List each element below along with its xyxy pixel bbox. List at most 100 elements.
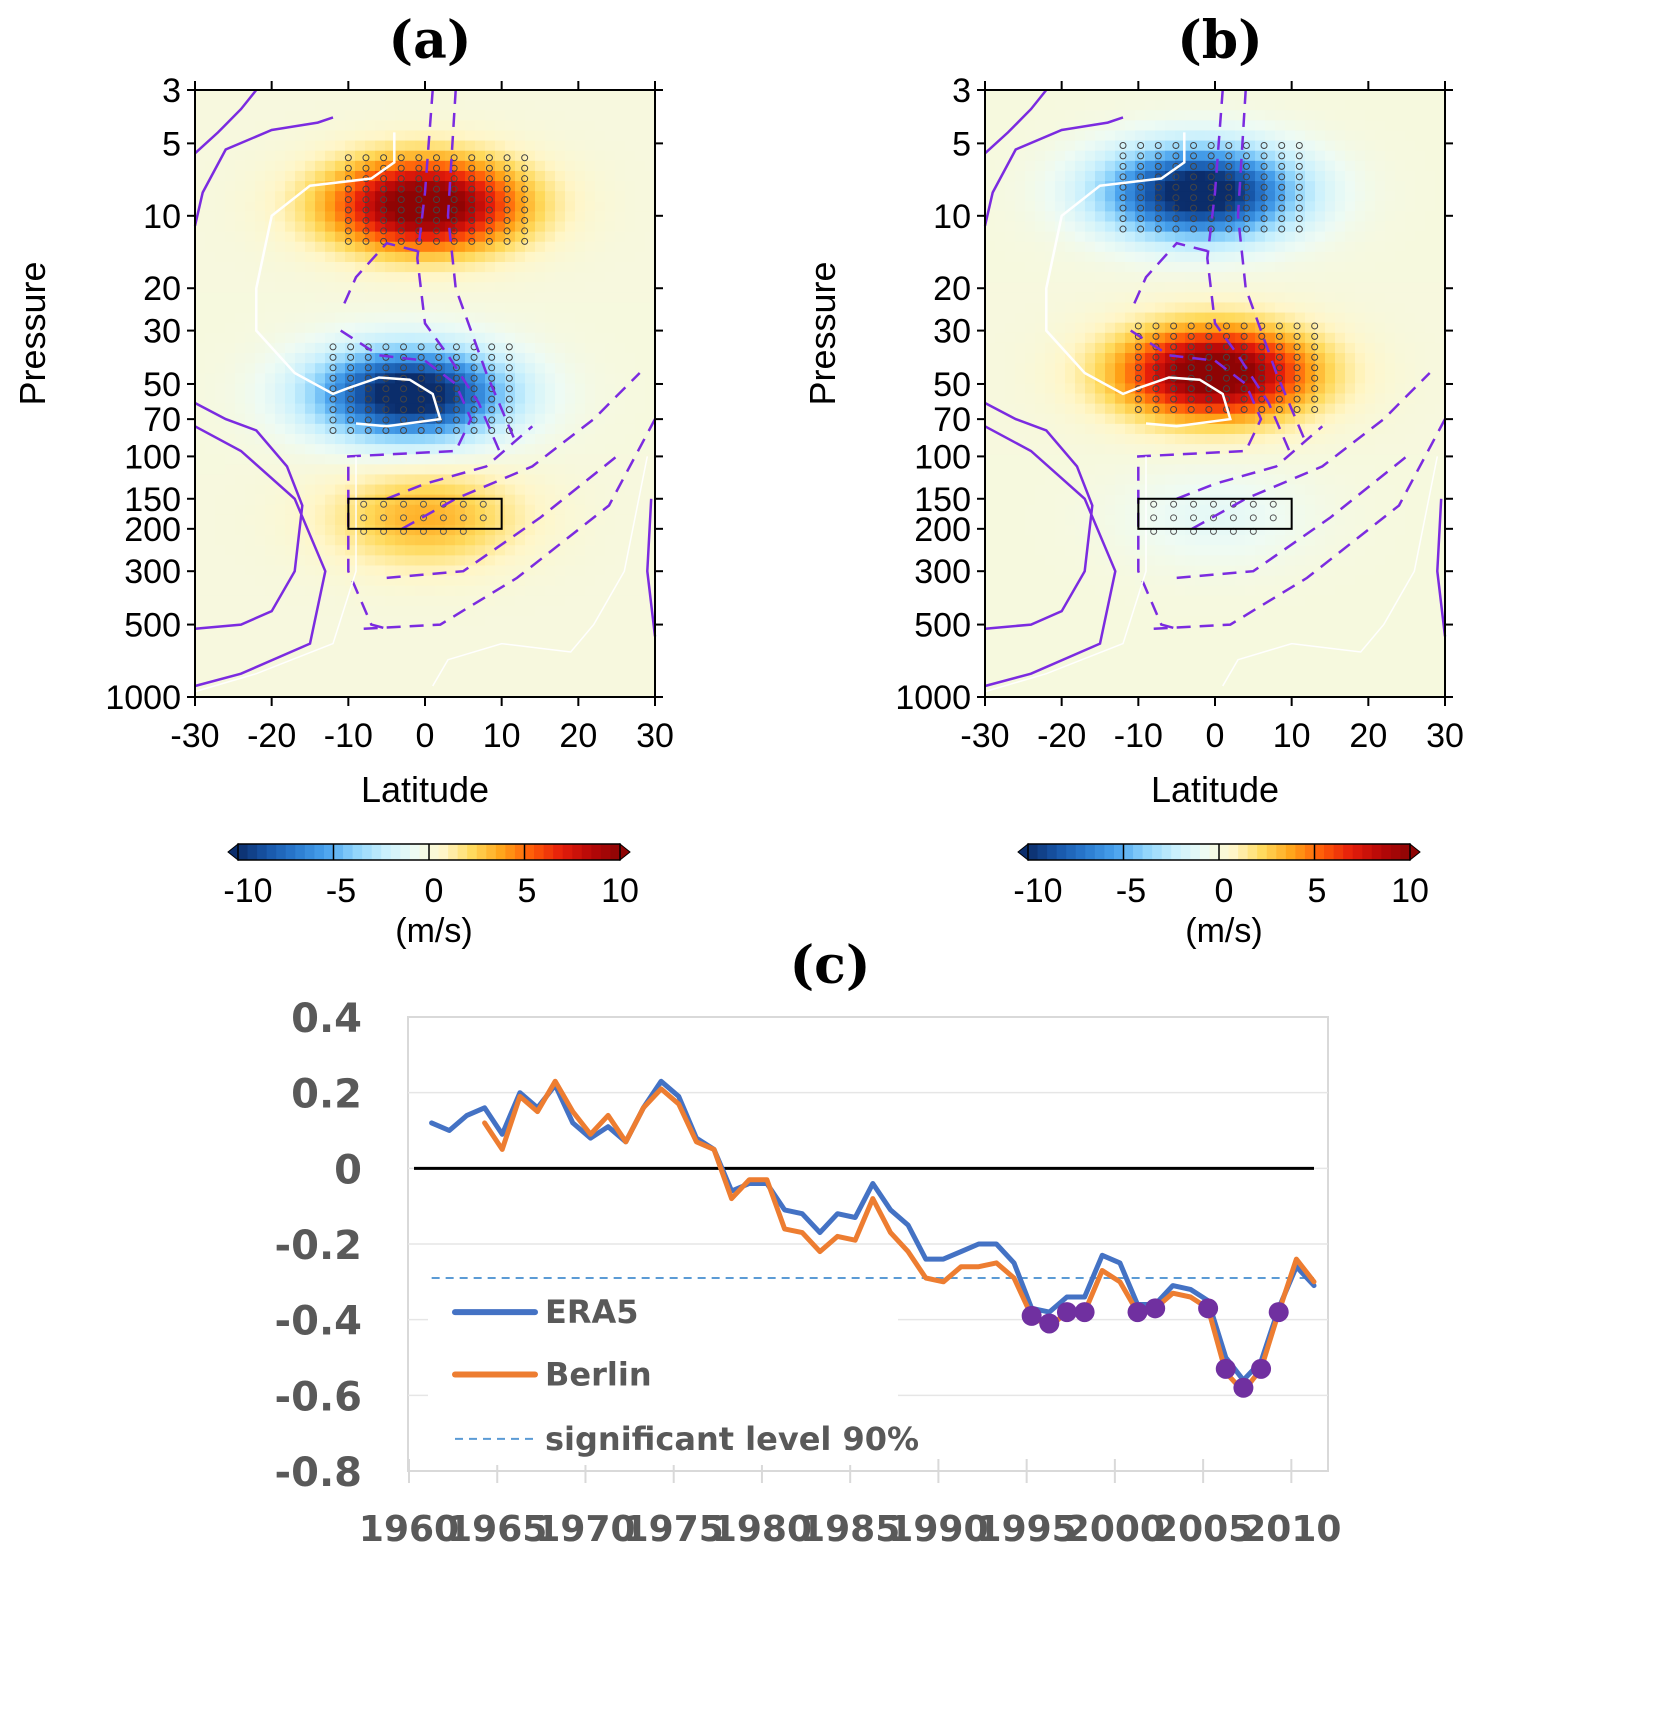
- panel-a-cell: [285, 383, 296, 395]
- panel-a-cell: [535, 231, 546, 243]
- panel-b-cell: [1205, 120, 1216, 132]
- panel-a-cell: [535, 676, 546, 688]
- panel-b-cell: [1045, 140, 1056, 152]
- panel-a-cell: [525, 170, 536, 182]
- panel-a-cell: [345, 656, 356, 668]
- panel-b-cell: [1165, 666, 1176, 678]
- panel-a-cell: [245, 363, 256, 374]
- panel-a-cell: [395, 282, 406, 293]
- panel-a-cell: [575, 170, 586, 182]
- panel-a-cell: [585, 676, 596, 688]
- panel-a-cell: [575, 140, 586, 152]
- panel-a-cell: [615, 636, 626, 648]
- panel-a-cell: [635, 646, 646, 658]
- panel-a-cell: [195, 251, 206, 263]
- panel-a-cell: [305, 616, 316, 627]
- panel-b-cell: [1115, 130, 1126, 142]
- panel-a-cell: [385, 100, 396, 111]
- panel-a-cell: [415, 413, 426, 425]
- panel-a-cell: [425, 686, 436, 698]
- panel-a-cell: [555, 181, 566, 192]
- panel-a-cell: [575, 666, 586, 678]
- panel-b-cell: [1125, 484, 1136, 496]
- panel-a-cell: [215, 605, 226, 617]
- panel-b-cell: [1095, 626, 1106, 637]
- panel-a-cell: [325, 646, 336, 658]
- panel-b-cell: [1095, 272, 1106, 283]
- panel-a-cell: [375, 393, 386, 405]
- panel-a-cell: [585, 302, 596, 314]
- panel-a-cell: [215, 322, 226, 334]
- panel-a-cell: [285, 585, 296, 597]
- panel-b-cell: [1205, 150, 1216, 162]
- panel-a-cell: [335, 221, 346, 233]
- panel-a-cell: [265, 150, 276, 162]
- panel-a-cell: [485, 160, 496, 172]
- panel-a-cell: [195, 666, 206, 678]
- panel-b-cell: [1025, 575, 1036, 587]
- panel-a-cell: [435, 605, 446, 617]
- panel-a-cell: [535, 322, 546, 334]
- panel-b-cell: [1235, 535, 1246, 546]
- panel-b-cell: [1225, 616, 1236, 627]
- panel-b-cell: [1095, 676, 1106, 688]
- panel-b-cell: [1245, 140, 1256, 152]
- panel-a-cell: [365, 191, 376, 202]
- panel-b-cell: [1125, 241, 1136, 253]
- panel-b-cell: [1145, 585, 1156, 597]
- panel-a-cell: [505, 292, 516, 304]
- panel-a-cell: [215, 363, 226, 374]
- panel-b-cell: [1245, 535, 1256, 546]
- panel-a-cell: [635, 656, 646, 668]
- panel-b-cell: [1075, 423, 1086, 435]
- panel-b-cell: [1095, 555, 1106, 567]
- panel-a-cell: [605, 636, 616, 648]
- panel-b-cell: [1275, 484, 1286, 496]
- panel-b-cell: [1205, 555, 1216, 567]
- panel-b-cell: [1135, 342, 1146, 354]
- panel-b-cell: [1105, 170, 1116, 182]
- panel-b-cell: [1295, 626, 1306, 637]
- panel-a-cell: [245, 444, 256, 455]
- panel-a-cell: [215, 484, 226, 496]
- panel-b-cell: [1175, 302, 1186, 314]
- panel-a-cell: [645, 393, 656, 405]
- panel-a-cell: [445, 525, 456, 536]
- panel-a-cell: [565, 393, 576, 405]
- panel-b-cell: [1195, 120, 1206, 132]
- panel-a-cell: [615, 686, 626, 698]
- panel-b-cell: [1205, 110, 1216, 121]
- panel-b-cell: [1165, 90, 1176, 101]
- panel-a-cell: [515, 535, 526, 546]
- panel-b-cell: [1295, 261, 1306, 273]
- panel-a-cell: [535, 504, 546, 516]
- panel-b-cell: [1295, 535, 1306, 546]
- panel-a-cell: [245, 403, 256, 415]
- panel-a-cell: [545, 272, 556, 283]
- panel-b-cell: [1055, 292, 1066, 304]
- panel-b-cell: [985, 110, 996, 121]
- panel-a-cell: [495, 423, 506, 435]
- panel-b-cell: [1005, 322, 1016, 334]
- panel-a-cell: [375, 221, 386, 233]
- panel-a-cell: [205, 302, 216, 314]
- panel-a-cell: [265, 686, 276, 698]
- panel-a-cell: [525, 231, 536, 243]
- panel-a-cell: [445, 666, 456, 678]
- panel-b-cell: [1105, 636, 1116, 648]
- panel-a-cell: [555, 130, 566, 142]
- panel-b-cell: [995, 251, 1006, 263]
- panel-a-cell: [355, 160, 366, 172]
- panel-a-cell: [375, 444, 386, 455]
- panel-b-cell: [1025, 656, 1036, 668]
- panel-a-cell: [325, 322, 336, 334]
- panel-a-cell: [515, 211, 526, 223]
- panel-a-cell: [295, 585, 306, 597]
- panel-b-cell: [1215, 454, 1226, 465]
- panel-b-cell: [1145, 383, 1156, 395]
- panel-a-cell: [455, 90, 466, 101]
- panel-a-stipple-dot: [360, 500, 368, 508]
- panel-a-cell: [275, 666, 286, 678]
- panel-b-cell: [1225, 393, 1236, 405]
- panel-b-cell: [1065, 494, 1076, 506]
